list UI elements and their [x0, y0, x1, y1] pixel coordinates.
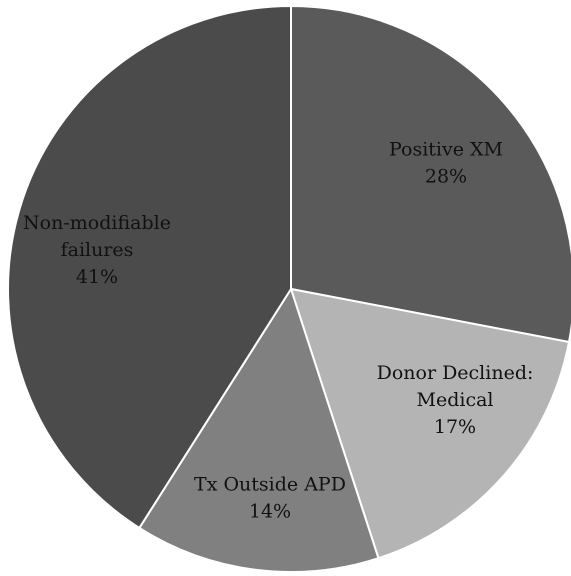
slice-value-label-3: 14%	[249, 501, 291, 523]
pie-slice-3	[137, 286, 380, 573]
slice-label-3: Tx Outside APD	[194, 474, 346, 496]
pie-slice-2	[289, 287, 571, 560]
pie-slice-4	[7, 4, 292, 530]
slice-value-label-4: 41%	[76, 266, 118, 288]
slice-label-2: Donor Declined:	[377, 362, 534, 384]
slice-label-4: Non-modifiable	[23, 212, 171, 234]
slice-value-label-2: 17%	[434, 416, 476, 438]
slice-label-1: Positive XM	[389, 139, 503, 161]
slice-label-4: failures	[61, 239, 134, 261]
slice-label-2: Medical	[417, 389, 494, 411]
slice-value-label-1: 28%	[425, 166, 467, 188]
pie-slice-1	[290, 4, 571, 344]
